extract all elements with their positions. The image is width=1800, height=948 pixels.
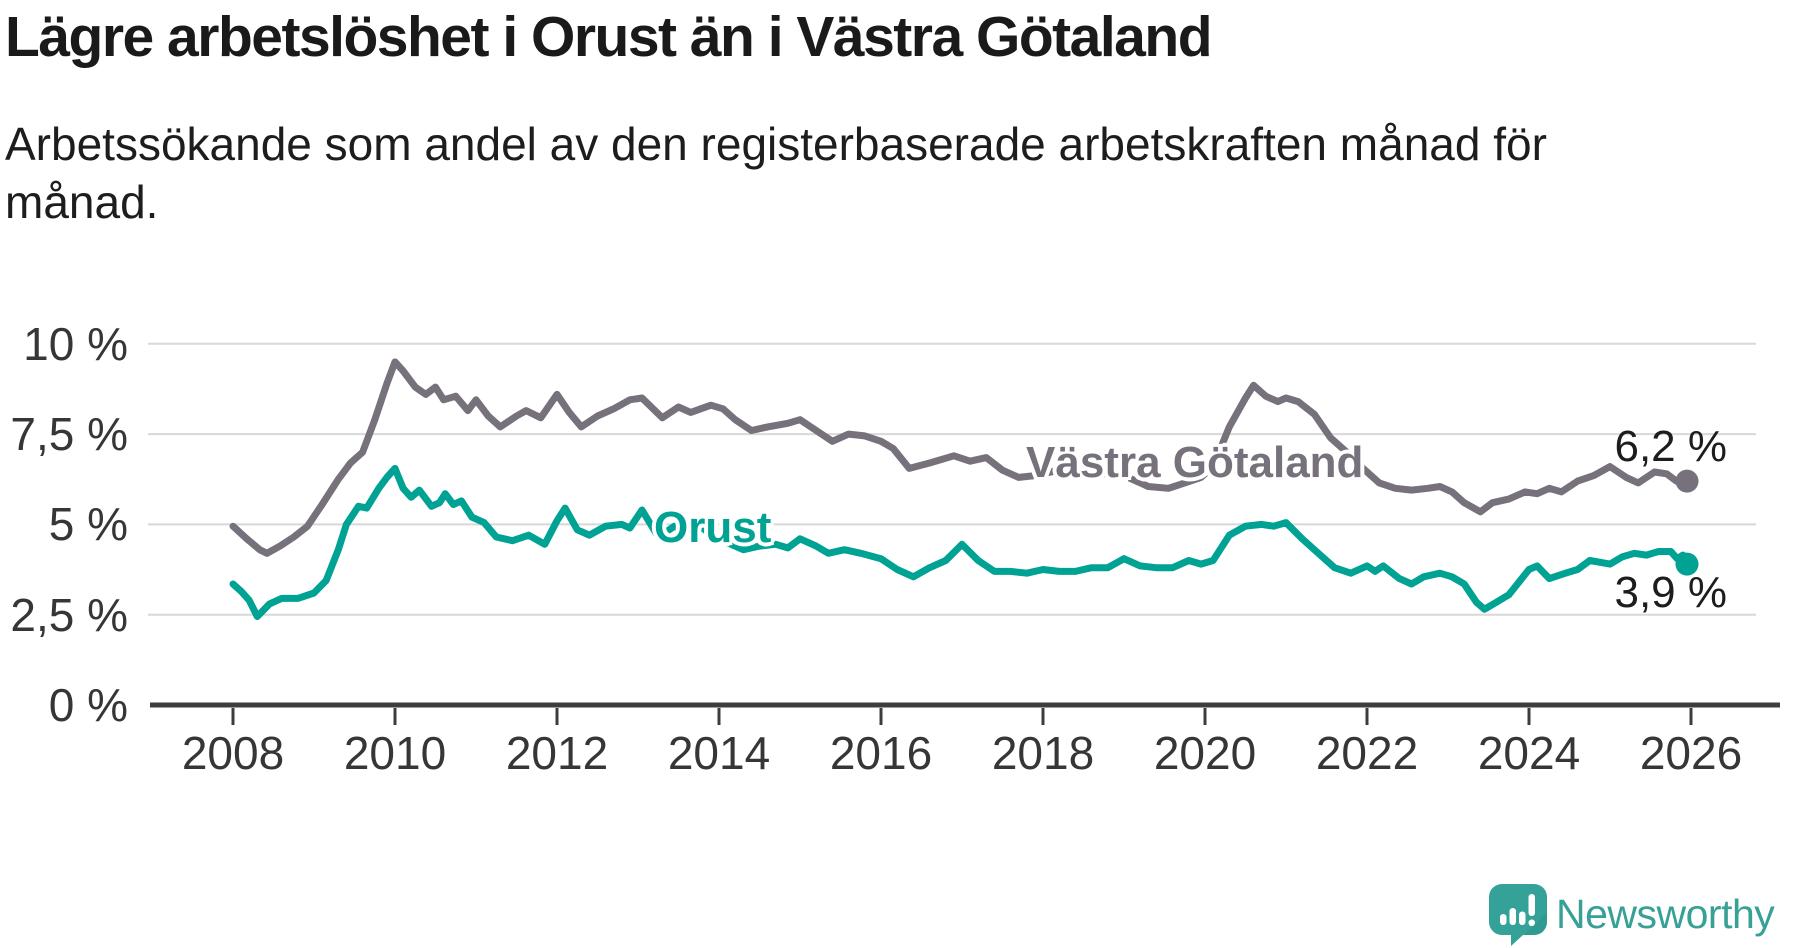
end-value-label-orust: 3,9 % — [1614, 568, 1727, 617]
y-axis-label-5: 5 % — [48, 498, 128, 551]
series-label-vastra-gotaland: Västra Götaland — [1026, 438, 1364, 487]
series-label-orust: Orust — [654, 503, 772, 552]
series-end-dot-v-stra-g-taland — [1675, 469, 1699, 493]
x-axis-label-2018: 2018 — [991, 727, 1095, 779]
x-axis-label-2012: 2012 — [505, 727, 609, 779]
newsworthy-logo-text: Newsworthy — [1556, 891, 1775, 937]
y-axis-label-0: 0 % — [48, 679, 128, 731]
newsworthy-branding: Newsworthy — [1489, 884, 1800, 948]
series-line-orust — [229, 464, 1691, 620]
x-axis-label-2022: 2022 — [1315, 727, 1419, 779]
y-axis-label-7.5: 7,5 % — [10, 408, 128, 461]
page-title: Lägre arbetslöshet i Orust än i Västra G… — [5, 5, 1213, 69]
x-axis-label-2024: 2024 — [1477, 727, 1581, 779]
x-axis-label-2020: 2020 — [1153, 727, 1257, 779]
series-end-dot-orust — [1675, 552, 1699, 576]
x-axis-label-2008: 2008 — [181, 727, 285, 779]
x-axis-label-2016: 2016 — [829, 727, 933, 779]
series-line-v-stra-g-taland — [229, 358, 1691, 557]
x-axis-label-2026: 2026 — [1639, 727, 1743, 779]
x-axis-label-2014: 2014 — [667, 727, 771, 779]
newsworthy-logo-icon — [1489, 884, 1547, 946]
end-value-label-vastra-gotaland: 6,2 % — [1614, 422, 1727, 471]
x-axis-label-2010: 2010 — [343, 727, 447, 779]
y-axis-label-2.5: 2,5 % — [10, 588, 128, 641]
y-axis-label-10: 10 % — [23, 317, 128, 370]
page-subtitle: Arbetssökande som andel av den registerb… — [5, 118, 1547, 228]
